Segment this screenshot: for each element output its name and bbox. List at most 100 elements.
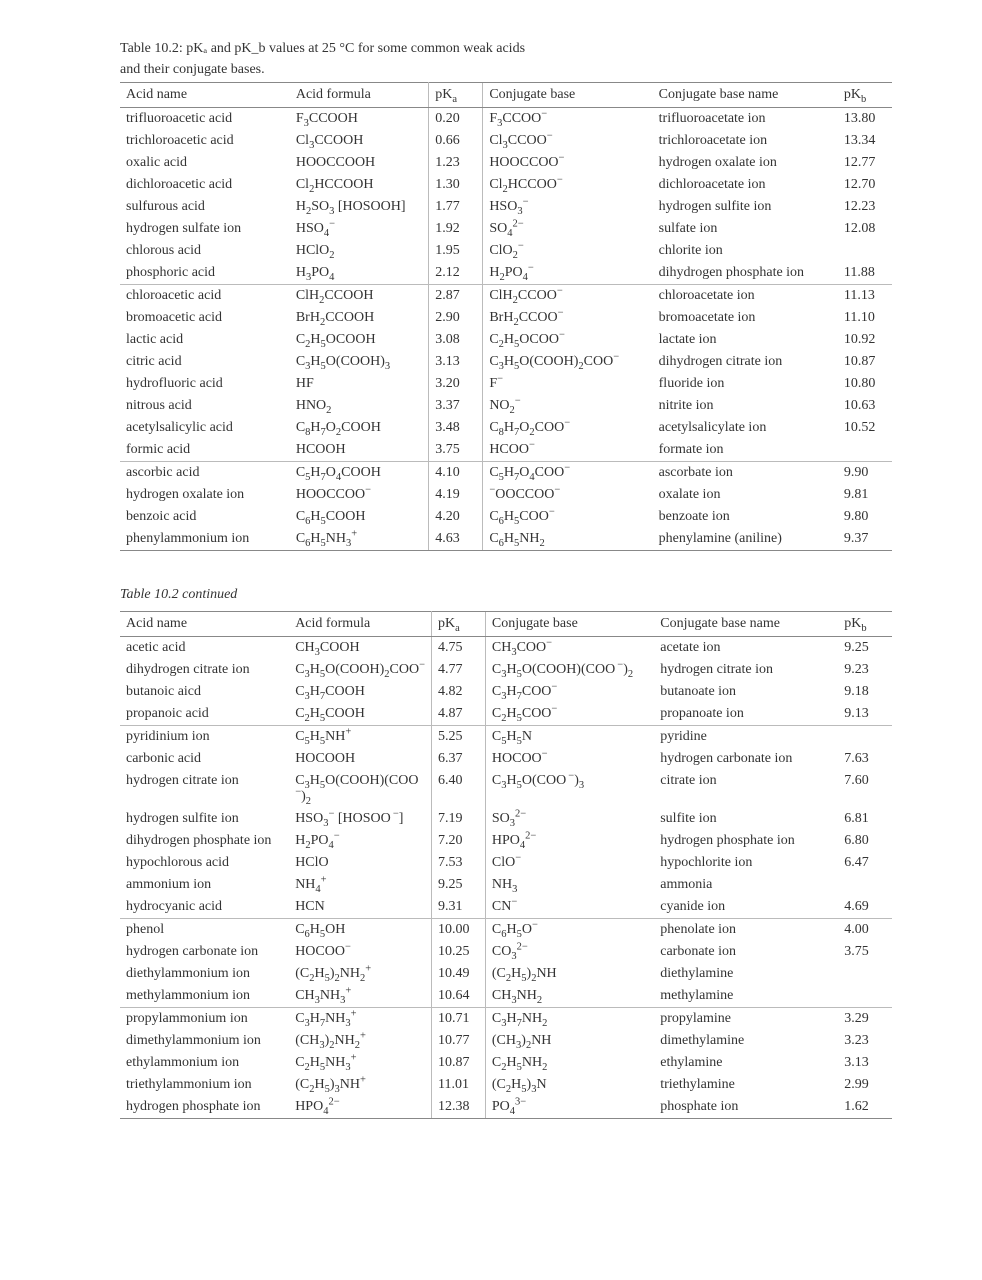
pkb-cell: 9.81 <box>838 484 892 506</box>
conj-base-name-cell: oxalate ion <box>653 484 838 506</box>
conj-base-name-cell: trifluoroacetate ion <box>653 107 838 130</box>
col-conj-base-name: Conjugate base name <box>653 82 838 107</box>
pkb-cell: 6.80 <box>838 830 892 852</box>
conj-base-name-cell: carbonate ion <box>654 941 838 963</box>
col-pkb: pKb <box>838 611 892 636</box>
acid-formula-cell: HClO2 <box>290 240 429 262</box>
acid-formula-cell: C5H7O4COOH <box>290 461 429 484</box>
table-row: chloroacetic acidClH2CCOOH2.87ClH2CCOO−c… <box>120 284 892 307</box>
acid-name-cell: hypochlorous acid <box>120 852 289 874</box>
pka-cell: 1.92 <box>429 218 483 240</box>
pkb-cell <box>838 725 892 748</box>
acid-formula-cell: C3H5O(COOH)(COO −)2 <box>289 770 431 808</box>
acid-name-cell: oxalic acid <box>120 152 290 174</box>
table-body-1: trifluoroacetic acidF3CCOOH0.20F3CCOO−tr… <box>120 107 892 550</box>
conj-base-name-cell: dihydrogen phosphate ion <box>653 262 838 285</box>
table-row: triethylammonium ion(C2H5)3NH+11.01(C2H5… <box>120 1074 892 1096</box>
conj-base-name-cell: chloroacetate ion <box>653 284 838 307</box>
pka-cell: 1.23 <box>429 152 483 174</box>
acid-name-cell: phenol <box>120 918 289 941</box>
table-row: ethylammonium ionC2H5NH3+10.87C2H5NH2eth… <box>120 1052 892 1074</box>
table-row: phenolC6H5OH10.00C6H5O−phenolate ion4.00 <box>120 918 892 941</box>
conj-base-name-cell: hydrogen oxalate ion <box>653 152 838 174</box>
acid-formula-cell: HOCOO− <box>289 941 431 963</box>
conj-base-cell: PO43− <box>485 1096 654 1119</box>
pkb-cell: 9.80 <box>838 506 892 528</box>
acid-name-cell: dichloroacetic acid <box>120 174 290 196</box>
table-row: hydrogen phosphate ionHPO42−12.38PO43−ph… <box>120 1096 892 1119</box>
table-row: phenylammonium ionC6H5NH3+4.63C6H5NH2phe… <box>120 528 892 551</box>
pkb-cell: 12.23 <box>838 196 892 218</box>
acid-formula-cell: BrH2CCOOH <box>290 307 429 329</box>
col-acid-name: Acid name <box>120 82 290 107</box>
table-row: trifluoroacetic acidF3CCOOH0.20F3CCOO−tr… <box>120 107 892 130</box>
conj-base-name-cell: dihydrogen citrate ion <box>653 351 838 373</box>
acid-name-cell: ethylammonium ion <box>120 1052 289 1074</box>
table-row: propylammonium ionC3H7NH3+10.71C3H7NH2pr… <box>120 1007 892 1030</box>
pka-table-part1: Acid name Acid formula pKa Conjugate bas… <box>120 82 892 551</box>
conj-base-name-cell: sulfate ion <box>653 218 838 240</box>
table-row: oxalic acidHOOCCOOH1.23HOOCCOO−hydrogen … <box>120 152 892 174</box>
conj-base-name-cell: lactate ion <box>653 329 838 351</box>
acid-formula-cell: F3CCOOH <box>290 107 429 130</box>
conj-base-cell: C6H5NH2 <box>483 528 653 551</box>
acid-name-cell: phosphoric acid <box>120 262 290 285</box>
col-acid-formula: Acid formula <box>290 82 429 107</box>
conj-base-cell: HSO3− <box>483 196 653 218</box>
conj-base-name-cell: fluoride ion <box>653 373 838 395</box>
pka-cell: 9.31 <box>432 896 486 919</box>
table-row: formic acidHCOOH3.75HCOO−formate ion <box>120 439 892 462</box>
acid-formula-cell: C2H5NH3+ <box>289 1052 431 1074</box>
conj-base-cell: (C2H5)2NH <box>485 963 654 985</box>
acid-formula-cell: C6H5NH3+ <box>290 528 429 551</box>
acid-formula-cell: CH3COOH <box>289 636 431 659</box>
conj-base-cell: CH3COO− <box>485 636 654 659</box>
pkb-cell: 7.63 <box>838 748 892 770</box>
pkb-cell: 7.60 <box>838 770 892 808</box>
acid-formula-cell: C2H5COOH <box>289 703 431 726</box>
acid-name-cell: hydrofluoric acid <box>120 373 290 395</box>
pka-cell: 4.19 <box>429 484 483 506</box>
acid-formula-cell: HNO2 <box>290 395 429 417</box>
pkb-cell: 3.23 <box>838 1030 892 1052</box>
acid-formula-cell: C6H5OH <box>289 918 431 941</box>
pkb-cell: 13.34 <box>838 130 892 152</box>
acid-formula-cell: HSO3− [HOSOO −] <box>289 808 431 830</box>
conj-base-name-cell: pyridine <box>654 725 838 748</box>
conj-base-cell: C5H7O4COO− <box>483 461 653 484</box>
acid-name-cell: butanoic aicd <box>120 681 289 703</box>
pkb-cell: 9.25 <box>838 636 892 659</box>
acid-formula-cell: HOCOOH <box>289 748 431 770</box>
pka-cell: 7.19 <box>432 808 486 830</box>
pka-cell: 2.87 <box>429 284 483 307</box>
pka-cell: 1.30 <box>429 174 483 196</box>
conj-base-name-cell: acetate ion <box>654 636 838 659</box>
conj-base-cell: F− <box>483 373 653 395</box>
acid-formula-cell: HOOCCOO− <box>290 484 429 506</box>
conj-base-cell: C2H5COO− <box>485 703 654 726</box>
table-row: ascorbic acidC5H7O4COOH4.10C5H7O4COO−asc… <box>120 461 892 484</box>
conj-base-cell: C2H5NH2 <box>485 1052 654 1074</box>
acid-name-cell: acetic acid <box>120 636 289 659</box>
acid-formula-cell: H3PO4 <box>290 262 429 285</box>
pkb-cell: 11.10 <box>838 307 892 329</box>
col-conj-base-name: Conjugate base name <box>654 611 838 636</box>
conj-base-name-cell: propanoate ion <box>654 703 838 726</box>
acid-formula-cell: C5H5NH+ <box>289 725 431 748</box>
table-row: hydrocyanic acidHCN9.31CN−cyanide ion4.6… <box>120 896 892 919</box>
table-body-2: acetic acidCH3COOH4.75CH3COO−acetate ion… <box>120 636 892 1118</box>
pka-cell: 0.20 <box>429 107 483 130</box>
pka-cell: 6.40 <box>432 770 486 808</box>
acid-name-cell: triethylammonium ion <box>120 1074 289 1096</box>
pka-cell: 1.77 <box>429 196 483 218</box>
pkb-cell: 1.62 <box>838 1096 892 1119</box>
conj-base-cell: C2H5OCOO− <box>483 329 653 351</box>
conj-base-cell: C3H7COO− <box>485 681 654 703</box>
pka-cell: 7.20 <box>432 830 486 852</box>
conj-base-name-cell: triethylamine <box>654 1074 838 1096</box>
acid-name-cell: chlorous acid <box>120 240 290 262</box>
conj-base-name-cell: phosphate ion <box>654 1096 838 1119</box>
acid-name-cell: chloroacetic acid <box>120 284 290 307</box>
acid-name-cell: hydrogen oxalate ion <box>120 484 290 506</box>
pka-cell: 3.75 <box>429 439 483 462</box>
